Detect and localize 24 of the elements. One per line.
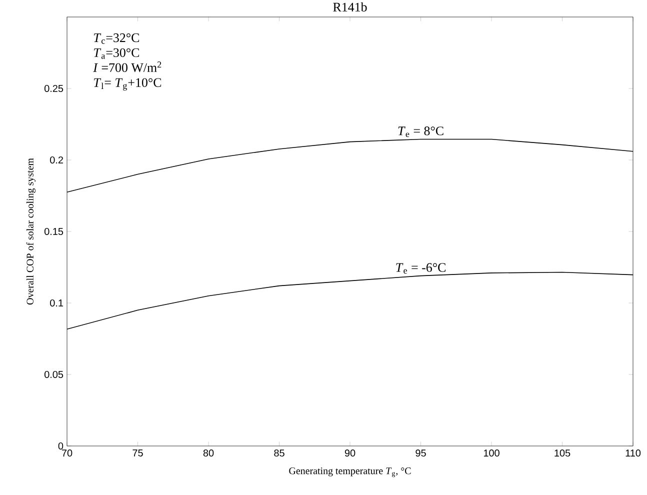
y-axis-title: Overall COP of solar cooling system	[26, 158, 36, 305]
y-tick-label: 0.05	[44, 370, 64, 378]
y-tick-label: 0	[58, 442, 64, 450]
series-label: T$_{e}$ = -6°C	[396, 263, 446, 274]
x-tick-label: 90	[344, 450, 356, 457]
x-tick-label: 70	[62, 450, 72, 457]
x-tick-label: 110	[626, 450, 641, 457]
x-tick-label: 100	[484, 450, 500, 457]
annotation: T$_{c}$=32°C	[94, 33, 140, 44]
y-tick-label: 0.2	[50, 156, 63, 164]
annotation: T$_{l}$= T$_{g}$+10°C	[94, 78, 162, 91]
x-tick-label: 85	[274, 450, 284, 457]
x-axis-title: Generating temperature T$_{g}$, °C	[289, 468, 411, 478]
x-tick-label: 95	[416, 450, 426, 457]
x-tick-label: 80	[203, 450, 214, 457]
annotation: T$_{a}$=30°C	[94, 48, 140, 59]
y-tick-label: 0.1	[50, 299, 64, 307]
y-tick-label: 0.25	[44, 84, 64, 92]
chart-title: R141b	[333, 2, 367, 12]
y-tick-label: 0.15	[44, 228, 64, 236]
x-tick-label: 105	[554, 450, 570, 457]
annotation: I =700 W/m$^{2}$	[93, 62, 162, 72]
x-tick-label: 75	[132, 450, 143, 456]
series-label: T$_{e}$ = 8°C	[398, 126, 444, 138]
